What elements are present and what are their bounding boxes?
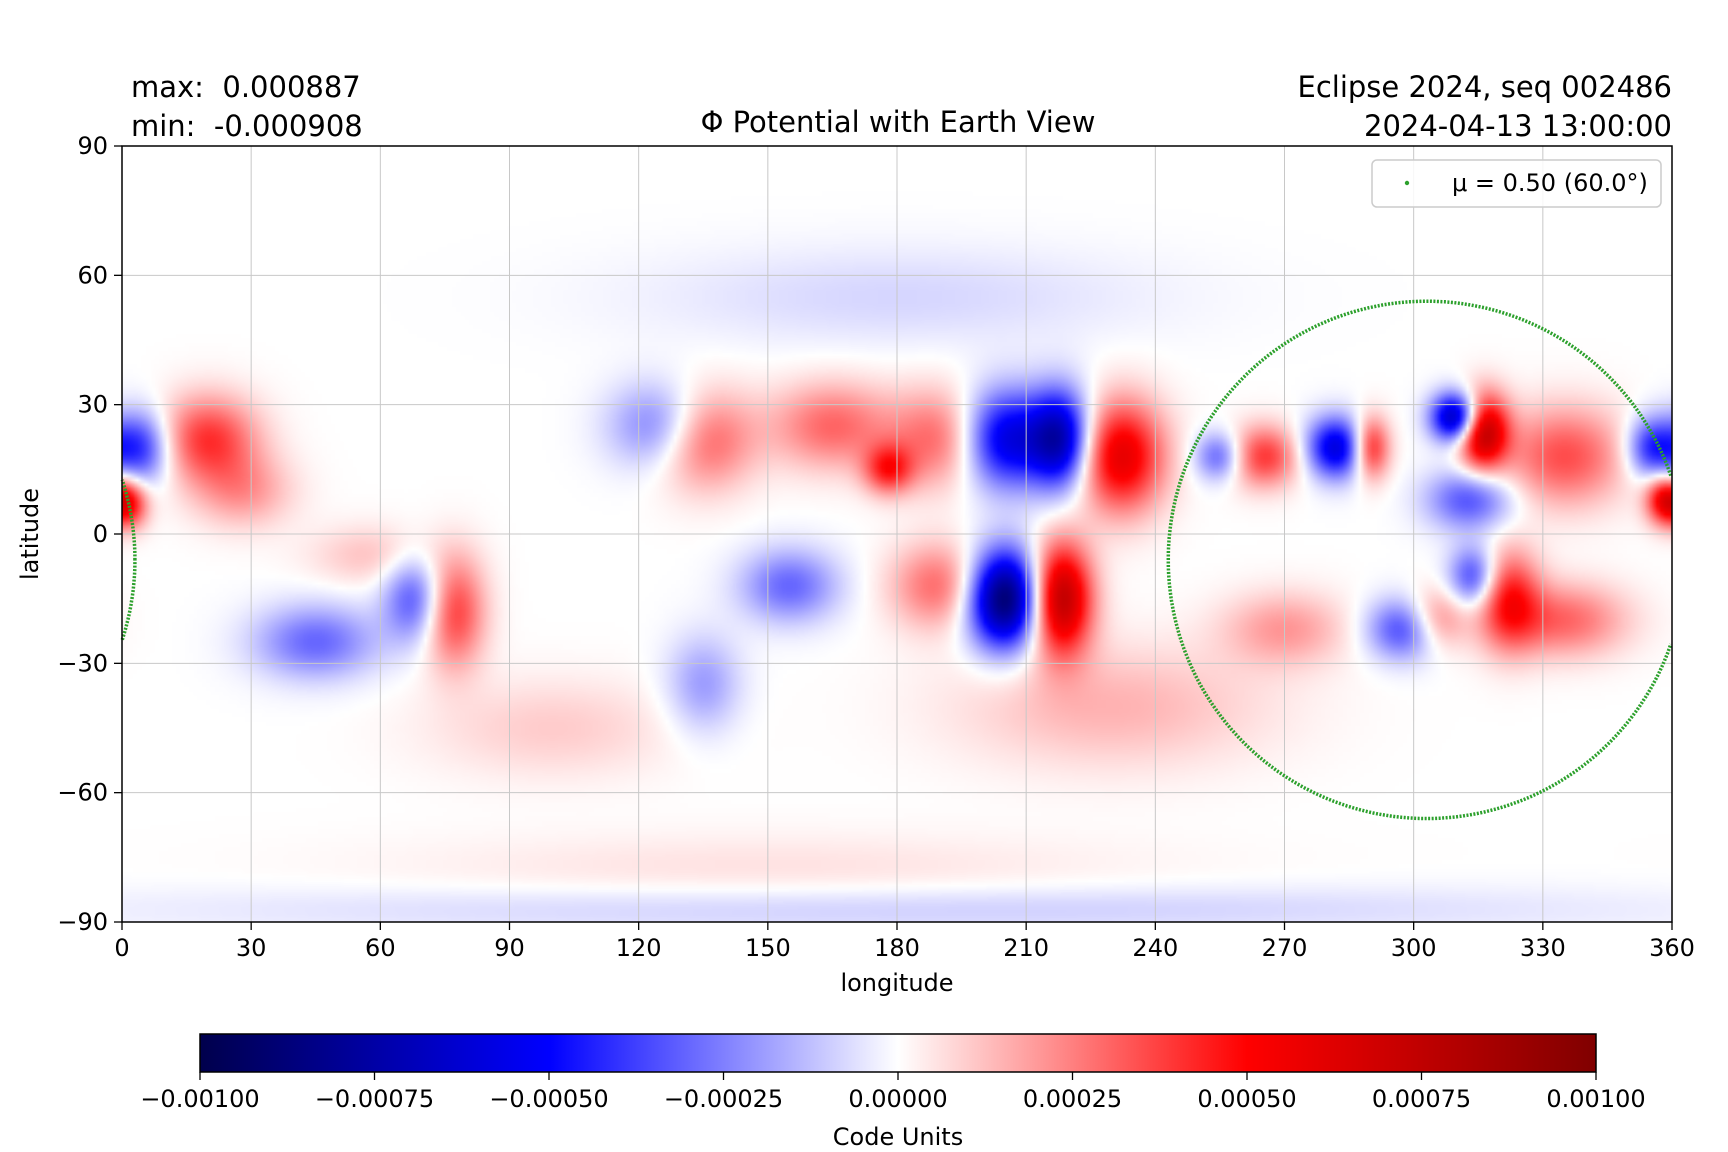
x-axis-label: longitude bbox=[840, 969, 954, 997]
colorbar-tick-label: −0.00075 bbox=[315, 1085, 434, 1113]
colorbar bbox=[199, 1033, 1597, 1073]
x-tick-label: 240 bbox=[1132, 934, 1178, 962]
colorbar-tick-label: −0.00050 bbox=[489, 1085, 608, 1113]
x-axis-ticks: 0 30 60 90 120 150 180 210 240 270 300 330 360 bbox=[114, 922, 1695, 962]
y-axis-label: latitude bbox=[16, 487, 44, 581]
y-tick-label: 60 bbox=[77, 261, 108, 289]
legend: μ = 0.50 (60.0°) bbox=[1371, 159, 1662, 208]
x-tick-label: 150 bbox=[745, 934, 791, 962]
colorbar-label: Code Units bbox=[832, 1123, 964, 1151]
timestamp-label: 2024-04-13 13:00:00 bbox=[1364, 109, 1672, 143]
chart-title: Φ Potential with Earth View bbox=[700, 105, 1096, 139]
y-tick-label: −60 bbox=[57, 779, 108, 807]
max-value-label: max: 0.000887 bbox=[131, 70, 361, 104]
y-axis-ticks: 90 60 30 0 −30 −60 −90 bbox=[57, 132, 122, 936]
legend-box bbox=[1371, 159, 1662, 208]
earth-view-circle bbox=[120, 299, 1673, 821]
min-value-label: min: -0.000908 bbox=[131, 109, 363, 143]
legend-entry: μ = 0.50 (60.0°) bbox=[1452, 169, 1648, 197]
x-tick-label: 270 bbox=[1262, 934, 1308, 962]
x-tick-label: 30 bbox=[236, 934, 267, 962]
colorbar-tick-label: 0.00000 bbox=[848, 1085, 947, 1113]
y-tick-label: 90 bbox=[77, 132, 108, 160]
y-tick-label: −30 bbox=[57, 649, 108, 677]
y-tick-label: 30 bbox=[77, 391, 108, 419]
colorbar-tick-label: −0.00100 bbox=[140, 1085, 259, 1113]
x-tick-label: 90 bbox=[494, 934, 525, 962]
run-label: Eclipse 2024, seq 002486 bbox=[1297, 70, 1672, 104]
colorbar-tick-label: 0.00100 bbox=[1546, 1085, 1645, 1113]
y-tick-label: −90 bbox=[57, 908, 108, 936]
x-tick-label: 120 bbox=[616, 934, 662, 962]
x-tick-label: 210 bbox=[1003, 934, 1049, 962]
x-tick-label: 300 bbox=[1391, 934, 1437, 962]
y-tick-label: 0 bbox=[93, 520, 108, 548]
colorbar-tick-label: 0.00075 bbox=[1372, 1085, 1471, 1113]
x-tick-label: 60 bbox=[365, 934, 396, 962]
colorbar-tick-label: 0.00050 bbox=[1197, 1085, 1296, 1113]
colorbar-tick-label: −0.00025 bbox=[664, 1085, 783, 1113]
colorbar-ticks: −0.00100 −0.00075 −0.00050 −0.00025 0.00000 0… bbox=[140, 1072, 1646, 1113]
x-tick-label: 0 bbox=[114, 934, 129, 962]
x-tick-label: 180 bbox=[874, 934, 920, 962]
x-tick-label: 360 bbox=[1649, 934, 1695, 962]
x-tick-label: 330 bbox=[1520, 934, 1566, 962]
legend-marker bbox=[1404, 180, 1410, 186]
colorbar-tick-label: 0.00025 bbox=[1023, 1085, 1122, 1113]
